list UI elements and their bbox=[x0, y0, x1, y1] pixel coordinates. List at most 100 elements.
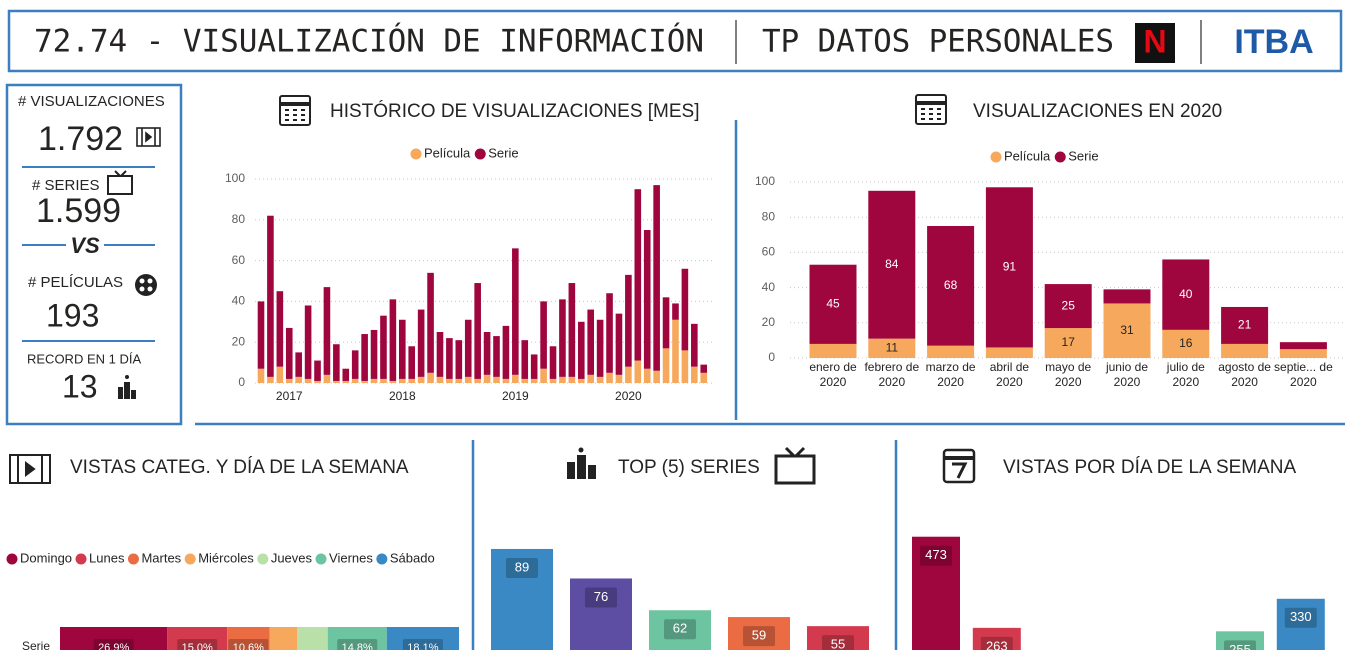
bar-segment bbox=[587, 309, 594, 375]
bar-segment bbox=[314, 360, 321, 381]
legend-swatch bbox=[75, 553, 87, 565]
data-label-box bbox=[1284, 607, 1317, 628]
bar-segment bbox=[691, 323, 698, 367]
legend-swatch bbox=[257, 553, 269, 565]
x-tick-label: 2020 bbox=[615, 389, 642, 403]
data-label: 14.8% bbox=[342, 642, 373, 650]
x-tick-label: 2018 bbox=[389, 389, 416, 403]
y-tick-label: 60 bbox=[762, 245, 776, 259]
bar-segment bbox=[521, 378, 529, 383]
calendar-icon bbox=[279, 95, 311, 126]
data-label: 21 bbox=[1238, 318, 1252, 332]
calendar-icon bbox=[915, 94, 947, 125]
bar-segment bbox=[672, 319, 679, 383]
data-label: 330 bbox=[1290, 609, 1312, 624]
y-tick-label: 80 bbox=[762, 209, 776, 223]
data-label: 45 bbox=[826, 296, 840, 310]
chart-title: VISTAS POR DÍA DE LA SEMANA bbox=[1003, 457, 1297, 478]
bar-segment bbox=[417, 376, 425, 383]
bar-segment bbox=[483, 332, 491, 375]
bar-segment bbox=[257, 368, 265, 383]
bar-segment bbox=[408, 346, 416, 379]
data-label-box bbox=[506, 557, 538, 578]
bar-segment bbox=[568, 376, 576, 383]
legend-label: Sábado bbox=[390, 550, 435, 565]
bar bbox=[1276, 598, 1325, 650]
data-label: 76 bbox=[594, 589, 608, 604]
data-label-box bbox=[920, 545, 952, 566]
bar-segment bbox=[323, 287, 331, 375]
bar-segment bbox=[577, 378, 585, 383]
bar-segment bbox=[269, 627, 298, 650]
data-label: 91 bbox=[1003, 260, 1017, 274]
x-tick-label: junio de 2020 bbox=[1105, 360, 1149, 389]
bar-segment bbox=[625, 274, 632, 367]
data-label-box bbox=[585, 587, 617, 608]
legend-label: Domingo bbox=[20, 550, 72, 565]
x-tick-label: febrero de 2020 bbox=[864, 360, 920, 389]
data-label: 15.0% bbox=[182, 642, 213, 650]
bar-segment bbox=[285, 378, 293, 383]
bar-segment bbox=[333, 380, 340, 383]
bar-segment bbox=[559, 376, 566, 383]
data-label: 11 bbox=[886, 340, 899, 354]
bar-segment bbox=[327, 627, 387, 650]
legend-label: Película bbox=[1004, 148, 1051, 163]
chart-title: VISTAS CATEG. Y DÍA DE LA SEMANA bbox=[70, 457, 409, 478]
school-logo: ITBA bbox=[1234, 23, 1313, 61]
bar-segment bbox=[474, 378, 481, 383]
bar-segment bbox=[1221, 306, 1269, 344]
data-label-box bbox=[664, 619, 696, 640]
legend-label: Lunes bbox=[89, 550, 125, 565]
bar-segment bbox=[540, 368, 547, 383]
bar-segment bbox=[370, 378, 378, 383]
bar bbox=[728, 617, 790, 650]
y-tick-label: 60 bbox=[232, 253, 246, 267]
bar-segment bbox=[1279, 342, 1327, 350]
bar-segment bbox=[314, 380, 321, 383]
bar bbox=[972, 627, 1021, 650]
chart-title: HISTÓRICO DE VISUALIZACIONES [MES] bbox=[330, 100, 700, 122]
bar-segment bbox=[502, 378, 510, 383]
bar-segment bbox=[380, 315, 387, 379]
data-label: 68 bbox=[944, 278, 958, 292]
bar-segment bbox=[257, 301, 265, 369]
data-label: 89 bbox=[515, 559, 529, 574]
bar-segment bbox=[549, 346, 557, 379]
film-icon bbox=[136, 127, 161, 147]
legend-label: Serie bbox=[488, 145, 518, 160]
data-label-box bbox=[743, 626, 775, 647]
tv-icon bbox=[774, 446, 816, 485]
bar-segment bbox=[596, 376, 604, 383]
kpi-value: 193 bbox=[46, 297, 99, 333]
bar-segment bbox=[681, 268, 689, 351]
kpi-label: RECORD EN 1 DÍA bbox=[27, 351, 141, 366]
y-tick-label: 20 bbox=[232, 334, 246, 348]
bar-segment bbox=[1221, 343, 1269, 358]
legend-label: Jueves bbox=[271, 550, 313, 565]
bar-segment bbox=[351, 378, 359, 383]
bar-segment bbox=[361, 380, 368, 383]
bar-segment bbox=[267, 215, 274, 377]
bar-segment bbox=[386, 627, 459, 650]
bar-segment bbox=[606, 372, 613, 383]
bar-segment bbox=[304, 305, 312, 379]
kpi-label: # PELÍCULAS bbox=[28, 274, 123, 291]
bar-segment bbox=[167, 627, 228, 650]
calendar-icon bbox=[942, 448, 976, 484]
bar-segment bbox=[653, 370, 660, 383]
y-tick-label: 100 bbox=[755, 174, 775, 188]
bar-segment bbox=[1162, 329, 1210, 358]
legend-swatch bbox=[474, 148, 486, 160]
bar-segment bbox=[297, 627, 328, 650]
x-tick-label-box: enero de 2020 bbox=[809, 360, 856, 389]
legend-swatch bbox=[315, 553, 327, 565]
bar-segment bbox=[333, 344, 340, 381]
chart-title: VISUALIZACIONES EN 2020 bbox=[973, 101, 1222, 122]
y-tick-label: 40 bbox=[232, 294, 246, 308]
legend-swatch bbox=[410, 148, 422, 160]
bar-segment bbox=[427, 372, 434, 383]
kpi-frame bbox=[5, 83, 183, 426]
y-tick-label: 20 bbox=[762, 315, 776, 329]
data-label: 62 bbox=[673, 621, 687, 636]
